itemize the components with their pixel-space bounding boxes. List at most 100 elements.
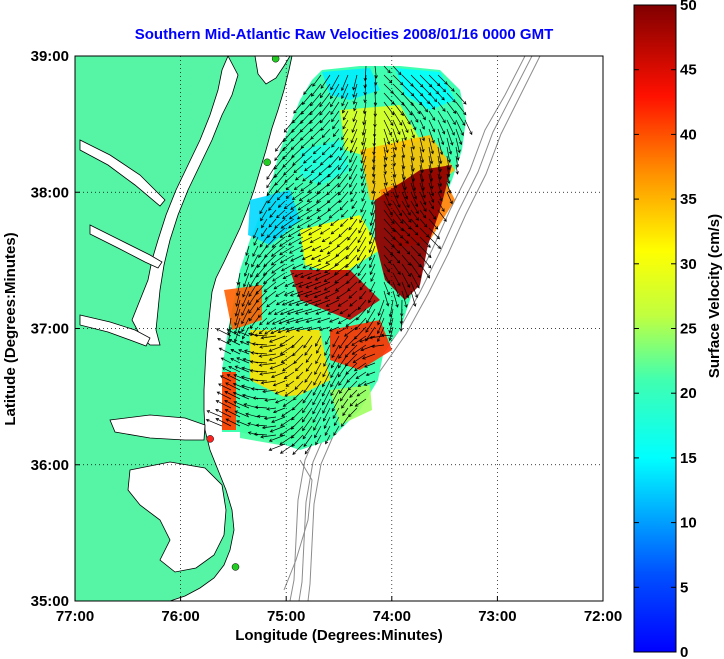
velocity-arrow bbox=[419, 191, 427, 206]
cb-tick-label: 20 bbox=[680, 385, 697, 402]
velocity-arrow bbox=[267, 191, 277, 204]
velocity-arrow bbox=[392, 209, 404, 224]
velocity-arrow bbox=[312, 155, 322, 164]
rappahannock-river bbox=[89, 224, 163, 269]
velocity-arrow bbox=[241, 317, 250, 333]
velocity-arrow bbox=[410, 146, 415, 162]
velocity-arrow bbox=[419, 173, 425, 191]
velocity-arrow bbox=[455, 164, 459, 175]
velocity-arrow bbox=[316, 209, 331, 220]
velocity-arrow bbox=[279, 227, 295, 238]
velocity-arrow bbox=[419, 236, 431, 248]
velocity-arrow bbox=[419, 209, 427, 219]
velocity-arrow bbox=[348, 290, 358, 299]
velocity-arrow bbox=[249, 272, 259, 288]
velocity-arrow bbox=[266, 173, 277, 189]
velocity-arrow bbox=[319, 227, 331, 235]
velocity-arrow bbox=[333, 416, 340, 427]
velocity-arrow bbox=[359, 290, 367, 300]
velocity-arrow bbox=[372, 173, 376, 185]
velocity-arrow bbox=[255, 423, 268, 428]
velocity-arrow bbox=[275, 290, 286, 297]
velocity-arrow bbox=[338, 191, 349, 204]
velocity-arrow bbox=[356, 389, 367, 397]
velocity-arrow bbox=[446, 92, 456, 103]
velocity-arrow bbox=[337, 182, 349, 196]
velocity-arrow bbox=[224, 399, 241, 409]
velocity-arrow bbox=[296, 290, 313, 297]
velocity-arrow bbox=[410, 119, 417, 131]
velocity-arrow bbox=[320, 74, 331, 89]
velocity-arrow bbox=[271, 317, 286, 325]
velocity-arrow bbox=[232, 391, 250, 400]
velocity-arrow bbox=[437, 119, 446, 135]
velocity-arrow bbox=[358, 272, 367, 284]
velocity-arrow bbox=[266, 182, 277, 197]
velocity-arrow bbox=[359, 209, 367, 224]
velocity-arrow bbox=[383, 191, 391, 207]
velocity-arrow bbox=[257, 308, 268, 319]
cb-tick-label: 35 bbox=[680, 191, 697, 208]
velocity-arrow bbox=[357, 254, 367, 269]
potomac-river bbox=[79, 139, 166, 207]
velocity-arrow bbox=[399, 317, 403, 332]
velocity-arrow bbox=[288, 245, 304, 254]
velocity-arrow bbox=[295, 308, 313, 315]
velocity-arrow bbox=[292, 344, 304, 357]
velocity-arrow bbox=[419, 146, 425, 164]
map-area bbox=[75, 56, 603, 601]
velocity-arrow bbox=[288, 299, 304, 306]
velocity-arrow bbox=[316, 191, 331, 203]
velocity-arrow bbox=[272, 380, 286, 387]
velocity-arrow bbox=[401, 191, 410, 209]
velocity-arrow bbox=[236, 272, 241, 286]
colorbar bbox=[633, 4, 677, 653]
velocity-arrow bbox=[284, 389, 295, 397]
velocity-arrow bbox=[243, 263, 250, 277]
velocity-arrow bbox=[401, 236, 409, 244]
velocity-arrow bbox=[268, 200, 277, 211]
velocity-arrow bbox=[446, 119, 455, 136]
longitude-ticks: 77:00 76:00 75:00 74:00 73:00 72:00 bbox=[56, 596, 622, 625]
velocity-arrow bbox=[340, 137, 349, 151]
velocity-arrow bbox=[428, 182, 435, 197]
velocity-arrow bbox=[325, 299, 340, 307]
velocity-arrow bbox=[216, 391, 232, 400]
velocity-arrow bbox=[392, 119, 401, 135]
velocity-arrow bbox=[248, 281, 259, 298]
velocity-arrow bbox=[314, 272, 331, 281]
velocity-arrow bbox=[437, 200, 445, 213]
velocity-arrow bbox=[437, 92, 445, 101]
velocity-arrow bbox=[330, 74, 340, 91]
velocity-arrow bbox=[294, 272, 304, 278]
map-grid bbox=[75, 56, 603, 601]
velocity-arrow bbox=[248, 308, 259, 322]
velocity-arrow bbox=[428, 110, 436, 121]
velocity-arrow bbox=[270, 371, 286, 378]
velocity-arrow bbox=[268, 443, 286, 451]
velocity-arrow bbox=[305, 362, 313, 372]
velocity-arrow bbox=[352, 92, 358, 105]
velocity-arrow bbox=[237, 330, 250, 337]
velocity-arrow bbox=[437, 173, 443, 188]
velocity-arrow bbox=[276, 191, 286, 201]
velocity-arrow bbox=[304, 299, 322, 307]
velocity-arrow bbox=[304, 371, 313, 383]
velocity-arrow bbox=[350, 191, 358, 203]
velocity-arrow bbox=[410, 200, 419, 215]
velocity-arrow bbox=[280, 263, 295, 272]
velocity-arrow bbox=[291, 398, 304, 411]
velocity-arrow bbox=[347, 380, 358, 391]
velocity-arrow bbox=[294, 380, 304, 390]
velocity-arrow bbox=[310, 83, 322, 97]
velocity-arrow bbox=[419, 200, 427, 213]
velocity-arrow bbox=[287, 227, 304, 237]
velocity-arrow bbox=[464, 119, 473, 136]
velocity-arrow bbox=[305, 353, 313, 364]
velocity-arrow bbox=[437, 110, 446, 124]
velocity-arrow bbox=[281, 299, 295, 306]
velocity-arrow bbox=[226, 374, 241, 382]
velocity-arrow bbox=[276, 209, 286, 219]
velocity-arrow bbox=[315, 353, 322, 365]
